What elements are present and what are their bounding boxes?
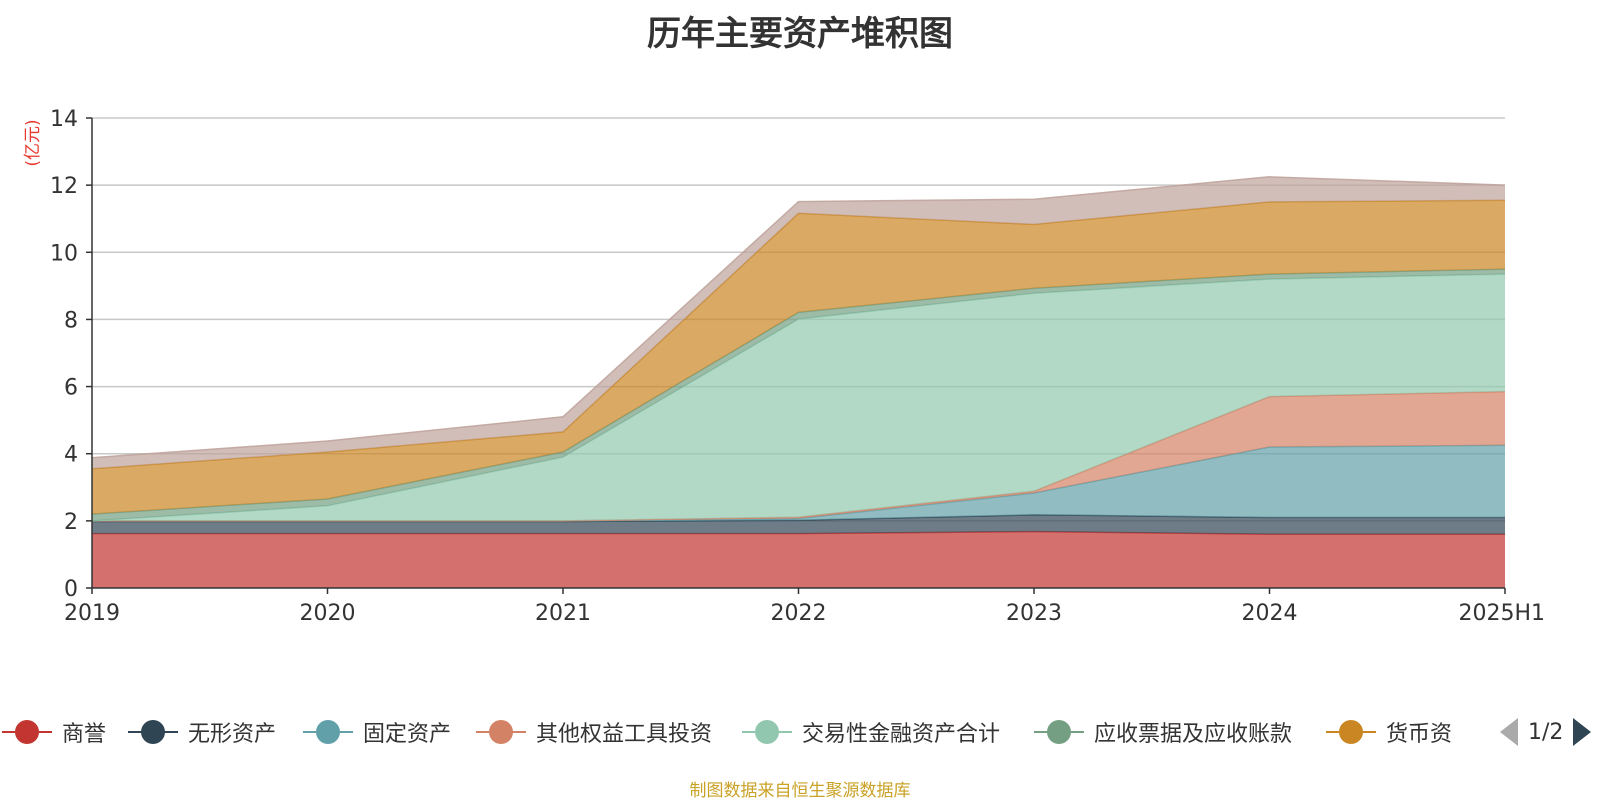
legend-marker-icon — [742, 719, 792, 745]
legend-label: 货币资 — [1386, 722, 1453, 747]
legend-label: 无形资产 — [188, 722, 277, 747]
legend-label: 商誉 — [62, 722, 107, 747]
x-tick-label: 2021 — [535, 601, 591, 626]
legend-item-3[interactable]: 其他权益工具投资 — [476, 712, 712, 752]
legend-item-5[interactable]: 应收票据及应收账款 — [1034, 712, 1292, 752]
legend-pager: 1/2 — [1500, 712, 1592, 752]
x-tick-label: 2024 — [1242, 601, 1298, 626]
legend-item-1[interactable]: 无形资产 — [128, 712, 276, 752]
y-tick-label: 8 — [64, 308, 78, 333]
area-series-3 — [92, 391, 1505, 521]
x-tick-label: 2025H1 — [1458, 601, 1545, 626]
area-series-6 — [92, 200, 1505, 515]
legend-label: 其他权益工具投资 — [536, 722, 713, 747]
area-series-4 — [92, 274, 1505, 521]
legend-marker-icon — [1034, 719, 1084, 745]
legend: 商誉 无形资产 固定资产 其他权益工具投资 交易性金融资产合计 应收票据及应收账款 货币资 — [0, 712, 1600, 752]
legend-page-indicator: 1/2 — [1528, 719, 1564, 745]
area-series-0 — [92, 531, 1505, 588]
legend-marker-icon — [476, 719, 526, 745]
legend-next-page-icon[interactable] — [1573, 718, 1592, 746]
y-axis-unit-label: (亿元) — [23, 119, 43, 166]
y-tick-label: 2 — [64, 510, 78, 535]
y-tick-label: 14 — [50, 107, 78, 132]
legend-label: 应收票据及应收账款 — [1094, 722, 1293, 747]
chart-title: 历年主要资产堆积图 — [647, 14, 953, 54]
legend-item-0[interactable]: 商誉 — [2, 712, 106, 752]
legend-label: 交易性金融资产合计 — [802, 722, 1001, 747]
legend-prev-page-icon[interactable] — [1500, 718, 1518, 746]
x-tick-label: 2020 — [300, 601, 356, 626]
legend-label: 固定资产 — [363, 722, 452, 747]
y-tick-label: 12 — [50, 174, 78, 199]
axes: 0 2 4 6 8 10 12 14 2019 2020 2021 2022 2023 2024 2025H… — [50, 107, 1545, 626]
area-series-2 — [92, 445, 1505, 522]
source-note: 制图数据来自恒生聚源数据库 — [689, 781, 911, 801]
legend-marker-icon — [1326, 719, 1376, 745]
y-tick-label: 6 — [64, 376, 78, 401]
x-tick-label: 2023 — [1006, 601, 1062, 626]
legend-marker-icon — [2, 719, 52, 745]
legend-item-2[interactable]: 固定资产 — [303, 712, 451, 752]
x-tick-label: 2019 — [64, 601, 120, 626]
y-tick-label: 4 — [64, 443, 78, 468]
legend-item-6[interactable]: 货币资 — [1326, 712, 1452, 752]
stacked-areas — [91, 176, 1506, 588]
area-series-1 — [92, 514, 1505, 535]
x-tick-label: 2022 — [771, 601, 827, 626]
y-tick-label: 0 — [64, 577, 78, 602]
legend-marker-icon — [303, 719, 353, 745]
legend-item-4[interactable]: 交易性金融资产合计 — [742, 712, 1000, 752]
legend-marker-icon — [128, 719, 178, 745]
y-tick-label: 10 — [50, 241, 78, 266]
area-series-7-edge — [91, 176, 1506, 459]
